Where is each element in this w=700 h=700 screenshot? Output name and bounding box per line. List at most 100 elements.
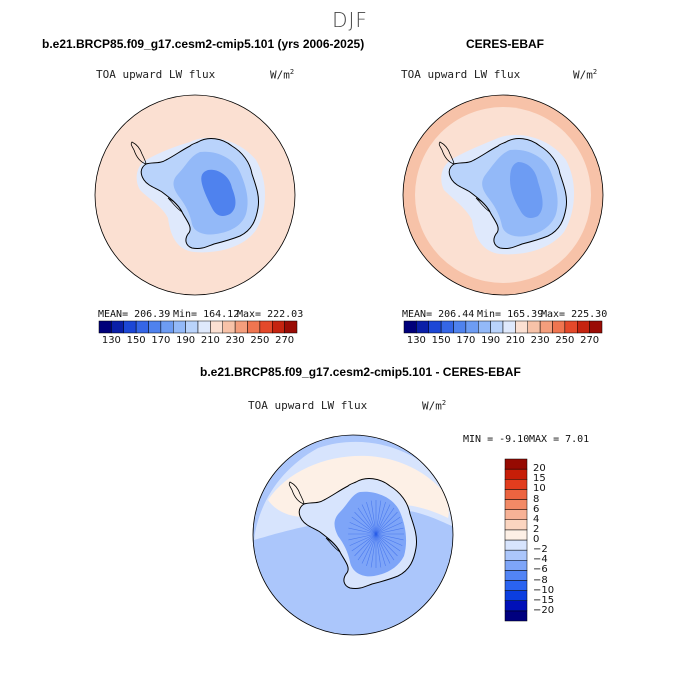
colorbar-tick-label: 10 — [533, 483, 546, 495]
colorbar-swatch — [515, 320, 528, 334]
panel1-min: Min= 164.12 — [173, 309, 240, 320]
panel1-polar-map — [94, 94, 296, 296]
colorbar-tick-label: 150 — [431, 335, 451, 346]
colorbar-tick-label: 150 — [126, 335, 146, 346]
map2-ice-shelf-coastline — [325, 537, 341, 553]
colorbar-swatch — [490, 320, 504, 334]
panel1-colorbar — [98, 320, 298, 334]
colorbar-swatch — [504, 570, 528, 581]
colorbar-tick-label: 20 — [533, 463, 546, 475]
map1-ice-shelf-coastline — [475, 197, 491, 213]
panel1-title: b.e21.BRCP85.f09_g17.cesm2-cmip5.101 (yr… — [42, 37, 365, 51]
colorbar-tick-label: 190 — [176, 335, 196, 346]
colorbar-tick-label: 15 — [533, 473, 546, 485]
map2-plateau-streak — [366, 533, 377, 567]
map2-antarctica-coastline — [298, 478, 417, 589]
colorbar-tick-label: 210 — [505, 335, 525, 346]
colorbar-swatch — [504, 590, 528, 601]
colorbar-swatch — [504, 610, 528, 622]
colorbar-swatch — [589, 320, 603, 334]
map2-plateau-streak — [361, 504, 377, 535]
colorbar-tick-label: −6 — [533, 564, 548, 576]
map2-plateau-streak — [361, 533, 377, 564]
colorbar-tick-label: 130 — [406, 335, 426, 346]
map2-plateau-streak — [375, 533, 382, 568]
panel2-max: Max= 225.30 — [541, 309, 608, 320]
colorbar-tick-label: 230 — [225, 335, 245, 346]
map0-peninsula-coastline — [130, 141, 147, 165]
colorbar-swatch — [135, 320, 149, 334]
map2-plateau-streak — [375, 522, 403, 535]
colorbar-swatch — [552, 320, 566, 334]
map2-plateau-streak — [375, 527, 404, 535]
colorbar-swatch — [210, 320, 223, 334]
map2-plateau-streak — [375, 516, 401, 535]
colorbar-swatch — [148, 320, 162, 334]
colorbar-swatch — [465, 320, 479, 334]
panel1-variable: TOA upward LW flux — [96, 68, 216, 81]
map2-plateau-streak — [375, 533, 395, 561]
colorbar-swatch — [504, 529, 528, 541]
colorbar-swatch — [502, 320, 516, 334]
colorbar-tick-label: −20 — [533, 604, 555, 616]
colorbar-swatch — [504, 549, 528, 561]
colorbar-swatch — [185, 320, 199, 334]
panel3-min: MIN = -9.10 — [463, 434, 530, 445]
colorbar-swatch — [504, 539, 528, 551]
colorbar-swatch — [123, 320, 137, 334]
colorbar-swatch — [440, 320, 454, 334]
map2-plateau-streak — [357, 507, 377, 535]
map2-plateau-streak — [375, 533, 403, 546]
colorbar-tick-label: −15 — [533, 594, 555, 606]
colorbar-tick-label: 4 — [533, 513, 540, 525]
colorbar-tick-label: −10 — [533, 584, 555, 596]
colorbar-swatch — [504, 468, 528, 480]
colorbar-swatch — [504, 519, 528, 531]
colorbar-tick-label: 8 — [533, 493, 540, 505]
map2-plateau-streak — [349, 522, 377, 535]
colorbar-tick-label: 0 — [533, 534, 540, 545]
panel1-units: W/m2 — [270, 68, 295, 82]
colorbar-swatch — [234, 320, 248, 334]
colorbar-swatch — [403, 320, 417, 334]
colorbar-swatch — [259, 320, 273, 334]
map2-plateau-streak — [375, 533, 404, 541]
colorbar-swatch — [428, 320, 442, 334]
map2-plateau-streak — [375, 533, 391, 564]
colorbar-tick-label: 170 — [456, 335, 476, 346]
panel2-units: W/m2 — [573, 68, 598, 82]
map2-plateau-streak — [354, 511, 377, 535]
map1-field-region-5 — [510, 162, 543, 218]
panel3-max: MAX = 7.01 — [529, 434, 590, 445]
colorbar-swatch — [247, 320, 261, 334]
colorbar-swatch — [98, 320, 112, 334]
map2-plateau-streak — [348, 527, 377, 535]
colorbar-swatch — [111, 320, 124, 334]
panel3-variable: TOA upward LW flux — [248, 399, 368, 412]
map2-plateau-streak — [370, 533, 377, 568]
map2-plateau-streak — [375, 533, 398, 557]
colorbar-tick-label: 210 — [200, 335, 220, 346]
colorbar-tick-label: 250 — [250, 335, 270, 346]
panel3-polar-map — [252, 434, 454, 636]
map2-plateau-streak — [375, 500, 382, 535]
panel1-mean: MEAN= 206.39 — [98, 309, 171, 320]
colorbar-swatch — [284, 320, 298, 334]
map1-peninsula-coastline — [438, 141, 455, 165]
colorbar-swatch — [197, 320, 211, 334]
colorbar-swatch — [564, 320, 578, 334]
map0-boundary-circle — [94, 94, 296, 296]
map2-plateau-streak — [375, 507, 395, 535]
panel1-max: Max= 222.03 — [237, 309, 304, 320]
map2-plateau-streak — [375, 511, 398, 535]
map2-plateau-streak — [349, 533, 377, 546]
panel3-colorbar — [504, 458, 528, 622]
map2-plateau-streak — [375, 533, 401, 552]
colorbar-swatch — [272, 320, 285, 334]
map2-plateau-streak — [375, 533, 386, 567]
map2-plateau-streak — [357, 533, 377, 561]
colorbar-tick-label: 270 — [580, 335, 600, 346]
map2-plateau-streak — [375, 501, 386, 535]
colorbar-swatch — [173, 320, 186, 334]
colorbar-swatch — [416, 320, 429, 334]
